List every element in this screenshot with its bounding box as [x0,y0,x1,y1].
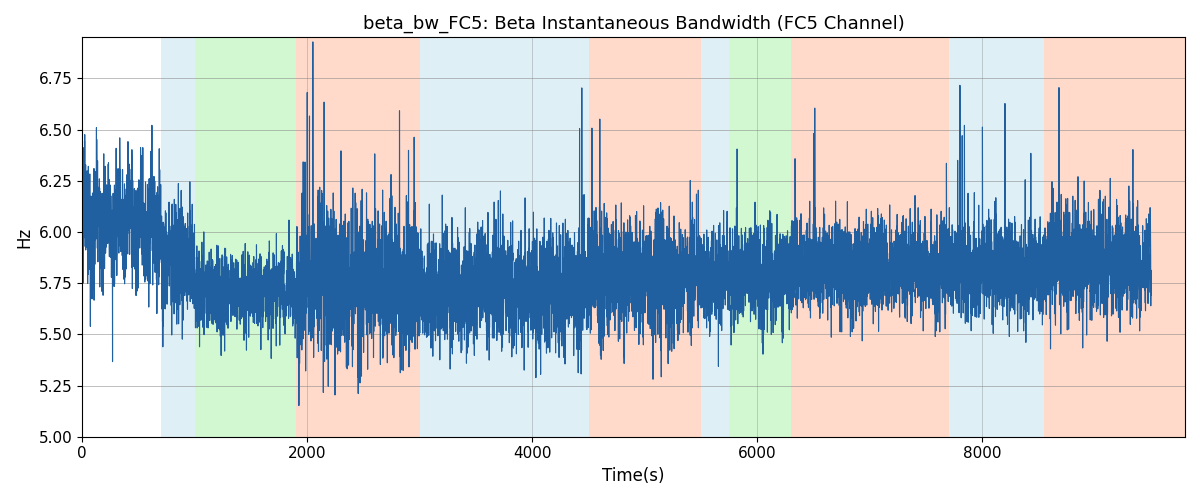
X-axis label: Time(s): Time(s) [602,467,665,485]
Y-axis label: Hz: Hz [14,226,32,248]
Bar [161,38,194,436]
Bar [791,38,949,436]
Title: beta_bw_FC5: Beta Instantaneous Bandwidth (FC5 Channel): beta_bw_FC5: Beta Instantaneous Bandwidt… [362,15,905,34]
Bar [588,38,701,436]
Bar [420,38,588,436]
Bar [1044,38,1186,436]
Bar [194,38,296,436]
Bar [730,38,791,436]
Bar [701,38,730,436]
Bar [949,38,1044,436]
Bar [296,38,420,436]
